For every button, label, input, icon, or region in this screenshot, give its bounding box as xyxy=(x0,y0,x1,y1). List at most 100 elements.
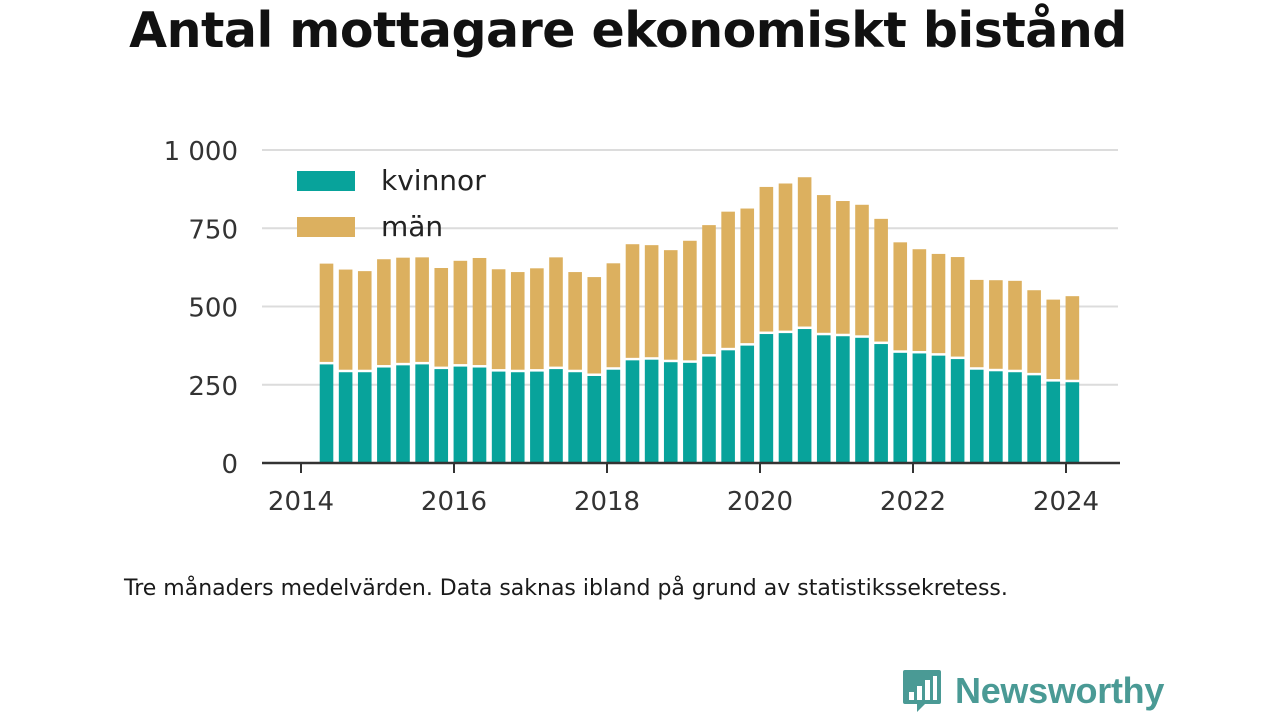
bars xyxy=(319,177,1080,463)
bar-kvinnor-2020-11 xyxy=(816,335,831,463)
bar-kvinnor-2021-02 xyxy=(836,336,850,463)
bar-kvinnor-2022-05 xyxy=(931,355,946,463)
x-tick-label: 2020 xyxy=(727,487,793,517)
bar-män-2022-11 xyxy=(969,279,984,368)
newsworthy-logo-icon xyxy=(903,670,941,712)
bar-kvinnor-2015-08 xyxy=(415,364,429,463)
bar-kvinnor-2016-02 xyxy=(453,366,468,463)
bar-kvinnor-2021-08 xyxy=(874,344,888,463)
bar-kvinnor-2017-11 xyxy=(587,375,602,463)
footnote: Tre månaders medelvärden. Data saknas ib… xyxy=(124,576,1008,601)
bar-män-2020-05 xyxy=(778,183,793,331)
bar-män-2023-02 xyxy=(989,280,1003,369)
bar-män-2023-11 xyxy=(1046,299,1061,380)
bar-män-2020-08 xyxy=(797,177,812,327)
bar-män-2023-05 xyxy=(1008,280,1022,370)
bar-kvinnor-2019-08 xyxy=(721,350,735,463)
y-tick-label: 250 xyxy=(188,372,238,402)
x-tick-label: 2022 xyxy=(880,487,946,517)
bar-män-2021-05 xyxy=(855,204,869,336)
bar-kvinnor-2022-08 xyxy=(950,359,965,463)
x-tick-label: 2016 xyxy=(421,487,487,517)
bar-kvinnor-2022-11 xyxy=(969,369,984,463)
bar-kvinnor-2023-05 xyxy=(1008,372,1022,463)
legend-swatch-kvinnor xyxy=(297,171,355,191)
bar-män-2019-02 xyxy=(683,240,697,361)
bar-män-2015-08 xyxy=(415,257,429,362)
bar-män-2017-02 xyxy=(530,268,544,370)
bar-kvinnor-2015-11 xyxy=(434,369,449,463)
bar-män-2014-08 xyxy=(338,269,353,370)
bar-män-2015-11 xyxy=(434,268,449,367)
bar-kvinnor-2019-02 xyxy=(683,362,697,463)
bar-män-2016-08 xyxy=(491,269,506,370)
bar-kvinnor-2023-02 xyxy=(989,371,1003,463)
bar-män-2017-05 xyxy=(549,257,563,367)
bar-män-2019-08 xyxy=(721,211,735,348)
brand-name: Newsworthy xyxy=(955,670,1165,711)
bar-kvinnor-2014-11 xyxy=(357,372,372,463)
bar-män-2019-05 xyxy=(702,225,716,355)
bar-kvinnor-2020-08 xyxy=(797,329,812,463)
bar-män-2018-05 xyxy=(625,244,640,358)
bar-kvinnor-2015-02 xyxy=(377,367,391,463)
x-tick-label: 2014 xyxy=(268,487,334,517)
bar-män-2017-08 xyxy=(568,272,582,370)
bar-män-2023-08 xyxy=(1027,290,1041,373)
bar-män-2014-05 xyxy=(319,263,334,362)
axes: 0 250 500 750 1 000 2014 2016 2018 2020 2022 2024 xyxy=(164,137,1120,517)
bar-kvinnor-2019-11 xyxy=(740,345,755,463)
bar-kvinnor-2016-05 xyxy=(472,367,487,463)
bar-män-2018-11 xyxy=(663,250,678,360)
y-tick-label: 0 xyxy=(221,450,238,480)
bar-kvinnor-2021-05 xyxy=(855,337,869,463)
bar-män-2021-08 xyxy=(874,218,888,342)
bar-kvinnor-2018-02 xyxy=(606,369,621,463)
bar-män-2015-05 xyxy=(396,257,410,363)
bar-kvinnor-2014-08 xyxy=(338,372,353,463)
bar-kvinnor-2023-11 xyxy=(1046,381,1061,463)
bar-kvinnor-2017-02 xyxy=(530,371,544,463)
bar-män-2022-08 xyxy=(950,257,965,357)
bar-kvinnor-2016-11 xyxy=(510,372,525,463)
bar-kvinnor-2024-02 xyxy=(1065,382,1080,463)
bar-män-2019-11 xyxy=(740,208,755,344)
bar-kvinnor-2018-05 xyxy=(625,360,640,463)
bar-kvinnor-2018-08 xyxy=(644,359,659,463)
bar-män-2020-02 xyxy=(759,186,774,332)
x-tick-label: 2018 xyxy=(574,487,640,517)
bar-män-2020-11 xyxy=(816,195,831,333)
bar-män-2014-11 xyxy=(357,271,372,370)
bar-kvinnor-2020-02 xyxy=(759,334,774,463)
y-tick-label: 500 xyxy=(188,294,238,324)
bar-män-2022-05 xyxy=(931,253,946,354)
bar-män-2018-08 xyxy=(644,245,659,358)
bar-kvinnor-2015-05 xyxy=(396,365,410,463)
y-tick-label: 750 xyxy=(188,215,238,245)
x-tick-label: 2024 xyxy=(1033,487,1099,517)
bar-kvinnor-2022-02 xyxy=(912,353,927,463)
bar-kvinnor-2017-05 xyxy=(549,369,563,463)
bar-kvinnor-2023-08 xyxy=(1027,375,1041,463)
bar-kvinnor-2018-11 xyxy=(663,362,678,463)
bar-kvinnor-2014-05 xyxy=(319,364,334,463)
legend: kvinnor män xyxy=(297,164,486,243)
y-tick-label: 1 000 xyxy=(164,137,238,167)
legend-label-kvinnor: kvinnor xyxy=(381,164,486,197)
bar-män-2015-02 xyxy=(377,259,391,366)
brand-logo[interactable]: Newsworthy xyxy=(901,668,1164,714)
bar-män-2021-11 xyxy=(893,242,908,351)
bar-kvinnor-2021-11 xyxy=(893,352,908,463)
legend-swatch-män xyxy=(297,217,355,237)
bar-män-2016-05 xyxy=(472,257,487,366)
bar-män-2021-02 xyxy=(836,201,850,334)
legend-label-män: män xyxy=(381,210,443,243)
bar-män-2016-11 xyxy=(510,272,525,370)
bar-kvinnor-2017-08 xyxy=(568,372,582,463)
bar-män-2017-11 xyxy=(587,277,602,374)
bar-män-2024-02 xyxy=(1065,296,1080,380)
bar-kvinnor-2020-05 xyxy=(778,333,793,463)
bar-män-2018-02 xyxy=(606,263,621,368)
bar-män-2016-02 xyxy=(453,260,468,365)
